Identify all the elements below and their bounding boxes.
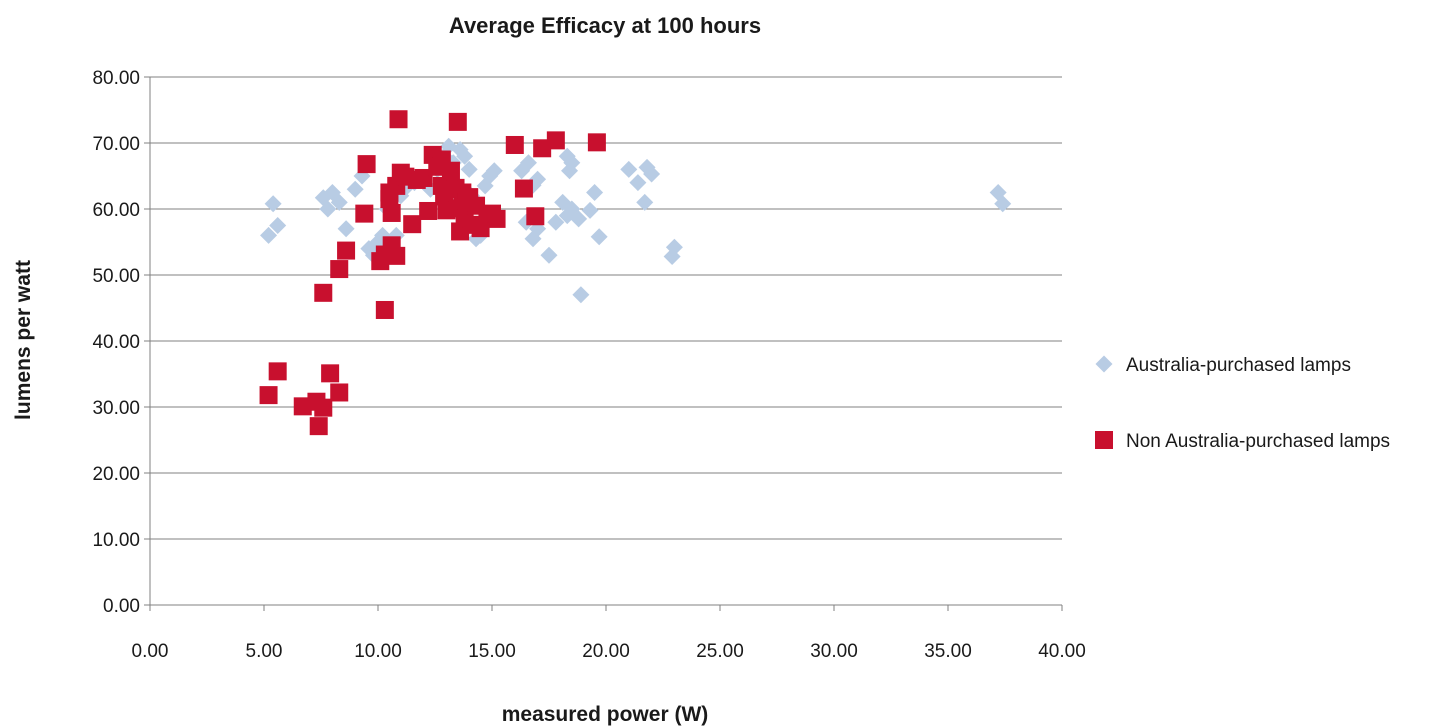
data-point	[309, 417, 328, 436]
data-point	[587, 133, 606, 152]
data-point	[293, 397, 312, 416]
data-point	[533, 139, 552, 158]
data-point	[419, 201, 438, 220]
x-tick-label: 10.00	[354, 641, 402, 662]
data-point	[346, 180, 364, 198]
data-point	[586, 184, 604, 201]
x-tick-label: 35.00	[924, 641, 972, 662]
x-tick-label: 30.00	[810, 641, 858, 662]
data-point	[570, 210, 588, 228]
y-tick-label: 30.00	[92, 398, 140, 419]
data-point	[471, 219, 490, 238]
gridlines	[150, 76, 1062, 540]
data-point	[663, 248, 681, 266]
data-point	[403, 215, 422, 234]
x-tick-label: 5.00	[246, 641, 283, 662]
data-point	[259, 386, 278, 405]
data-point	[382, 203, 401, 222]
data-point	[330, 383, 349, 402]
data-point	[561, 162, 579, 180]
data-point	[457, 193, 476, 212]
legend-label: Non Australia-purchased lamps	[1126, 431, 1390, 452]
data-point	[526, 207, 545, 226]
data-point	[330, 193, 348, 211]
legend-diamond-marker	[1095, 355, 1113, 373]
data-point	[546, 131, 565, 150]
legend-square-marker	[1095, 431, 1113, 449]
x-axis-label: measured power (W)	[502, 703, 709, 726]
data-point	[330, 260, 349, 279]
y-tick-label: 60.00	[92, 200, 140, 221]
data-point	[485, 162, 503, 180]
y-axis-label: lumens per watt	[12, 260, 35, 420]
data-point	[456, 147, 474, 165]
data-point	[314, 283, 333, 302]
data-point	[260, 226, 278, 244]
data-point	[590, 228, 608, 246]
y-tick-label: 10.00	[92, 530, 140, 551]
x-tick-label: 15.00	[468, 641, 516, 662]
y-tick-label: 50.00	[92, 266, 140, 287]
data-point	[337, 241, 356, 260]
data-point	[581, 201, 599, 219]
data-point	[448, 112, 467, 131]
data-point	[547, 213, 565, 231]
data-point	[355, 204, 374, 223]
x-axis-ticks: 0.00 5.00 10.00 15.00 20.00 25.00 30.00 35.00 40…	[132, 605, 1086, 662]
data-point	[636, 193, 654, 211]
data-point	[337, 220, 355, 238]
data-point	[389, 110, 408, 129]
data-point	[375, 300, 394, 319]
y-tick-label: 40.00	[92, 332, 140, 353]
data-point	[460, 160, 478, 178]
x-tick-label: 25.00	[696, 641, 744, 662]
data-point	[572, 286, 590, 304]
data-point	[380, 183, 399, 202]
y-tick-label: 20.00	[92, 464, 140, 485]
data-point	[319, 200, 337, 218]
data-point	[514, 179, 533, 198]
y-axis-ticks: 0.00 10.00 20.00 30.00 40.00 50.00 60.00 70.00 8…	[92, 68, 150, 617]
data-point	[629, 174, 647, 192]
chart-title: Average Efficacy at 100 hours	[449, 13, 761, 38]
y-tick-label: 80.00	[92, 68, 140, 89]
data-point	[414, 168, 433, 187]
legend-item: Australia-purchased lamps	[1095, 355, 1351, 376]
data-point	[505, 135, 524, 154]
data-point	[321, 364, 340, 383]
series-non-australia-purchased	[259, 110, 606, 436]
data-point	[357, 155, 376, 174]
legend-item: Non Australia-purchased lamps	[1095, 431, 1390, 452]
data-points	[259, 110, 1012, 436]
data-point	[487, 209, 506, 228]
data-point	[643, 165, 661, 183]
legend: Australia-purchased lamps Non Australia-p…	[1095, 355, 1390, 452]
data-point	[264, 195, 282, 213]
data-point	[519, 154, 537, 172]
data-point	[540, 246, 558, 264]
data-point	[268, 362, 287, 381]
data-point	[387, 246, 406, 265]
data-point	[432, 150, 451, 169]
y-tick-label: 0.00	[103, 596, 140, 617]
y-tick-label: 70.00	[92, 134, 140, 155]
x-tick-label: 40.00	[1038, 641, 1086, 662]
data-point	[314, 398, 333, 417]
data-point	[269, 217, 287, 234]
x-tick-label: 20.00	[582, 641, 630, 662]
data-point	[439, 180, 458, 199]
data-point	[994, 195, 1012, 213]
legend-label: Australia-purchased lamps	[1126, 355, 1351, 376]
x-tick-label: 0.00	[132, 641, 169, 662]
data-point	[620, 160, 638, 178]
data-point	[529, 170, 547, 188]
